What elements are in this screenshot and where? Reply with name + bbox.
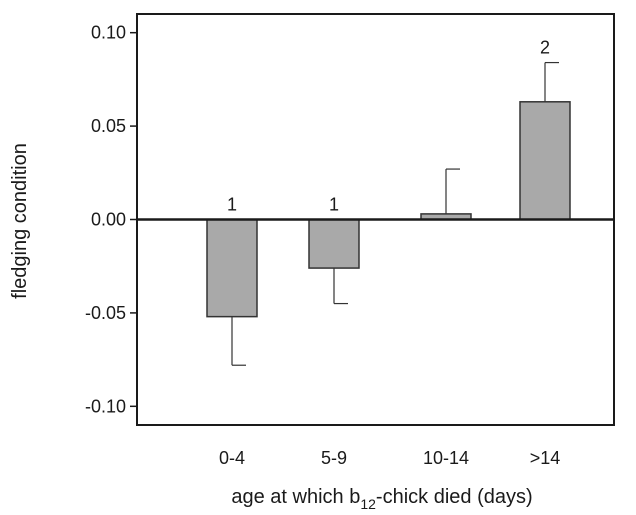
y-tick-label: -0.05 [85, 303, 126, 323]
bar [206, 218, 258, 318]
bar-annotation: 1 [329, 195, 339, 215]
x-axis-label: age at which b12-chick died (days) [231, 486, 532, 512]
x-axis-label-part2: -chick died (days) [376, 486, 533, 508]
y-axis: 0.10 0.05 0.00 -0.05 -0.10 [85, 23, 137, 416]
error-bars [231, 61, 559, 366]
y-axis-label: fledging condition [9, 143, 31, 299]
x-axis-label-part1: age at which b [231, 486, 360, 508]
bar [519, 101, 571, 221]
y-tick-label: 0.05 [91, 116, 126, 136]
x-tick-label: 5-9 [321, 448, 347, 468]
x-tick-label: 0-4 [219, 448, 245, 468]
y-tick-label: 0.10 [91, 23, 126, 43]
bar-annotation: 1 [227, 195, 237, 215]
bar-annotations: 1 1 2 [227, 38, 550, 215]
bar [308, 218, 360, 269]
x-axis: 0-4 5-9 10-14 >14 [219, 448, 560, 468]
y-tick-label: -0.10 [85, 396, 126, 416]
bar-annotation: 2 [540, 38, 550, 58]
x-tick-label: 10-14 [423, 448, 469, 468]
x-tick-label: >14 [530, 448, 561, 468]
x-axis-label-subscript: 12 [360, 496, 376, 512]
y-tick-label: 0.00 [91, 210, 126, 230]
bars [206, 101, 571, 318]
